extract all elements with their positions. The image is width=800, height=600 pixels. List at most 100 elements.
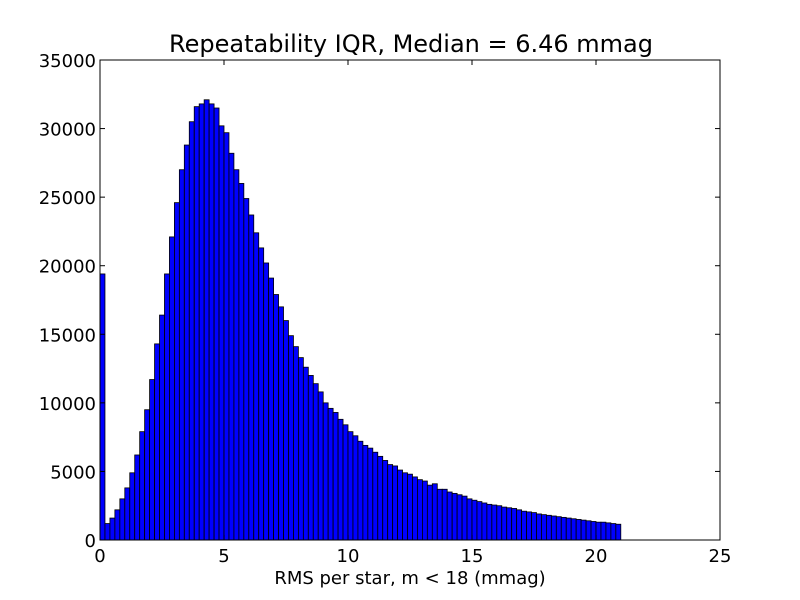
- histogram-bar: [570, 518, 577, 541]
- histogram-bar: [352, 435, 359, 541]
- histogram-bar: [526, 511, 532, 541]
- histogram-bar: [327, 407, 334, 541]
- histogram-bar: [590, 521, 597, 541]
- histogram-bar: [511, 508, 518, 541]
- histogram-bar: [531, 512, 537, 541]
- histogram-bar: [362, 444, 369, 541]
- histogram-bar: [218, 125, 225, 541]
- x-tick-label: 0: [94, 546, 105, 567]
- axis-ticks: 0 5 10 15 20 25 0 5000 10000 15000 20000 25000 30000…: [39, 51, 732, 567]
- histogram-bar: [322, 402, 329, 541]
- histogram-bar: [337, 418, 344, 541]
- histogram-bar: [486, 503, 493, 541]
- histogram-bar: [169, 236, 175, 541]
- histogram-bar: [273, 294, 279, 541]
- histogram-bar: [466, 498, 473, 541]
- histogram-bar: [550, 515, 557, 541]
- x-tick-label: 10: [337, 546, 360, 567]
- histogram-bar: [188, 121, 195, 541]
- histogram-bar: [476, 501, 483, 541]
- y-tick-label: 0: [85, 531, 96, 552]
- histogram-bar: [456, 494, 463, 541]
- histogram-bar: [183, 144, 190, 541]
- histogram-bar: [104, 523, 111, 541]
- histogram-bar: [203, 99, 210, 541]
- histogram-bar: [302, 366, 309, 541]
- histogram-bar: [109, 517, 116, 541]
- histogram-bar: [258, 247, 265, 541]
- histogram-bar: [193, 106, 200, 541]
- histogram-bar: [293, 346, 299, 541]
- histogram-bar: [615, 523, 622, 541]
- histogram-bar: [575, 519, 582, 541]
- histogram-bar: [481, 502, 488, 541]
- histogram-bar: [372, 451, 379, 541]
- histogram-bar: [367, 447, 374, 541]
- histogram-bar: [223, 132, 230, 541]
- x-tick-label: 5: [218, 546, 229, 567]
- histogram-bar: [243, 198, 250, 541]
- histogram-bar: [496, 505, 503, 541]
- histogram-bar: [213, 107, 220, 541]
- histogram-bar: [595, 521, 602, 541]
- histogram-bar: [119, 498, 126, 541]
- y-tick-label: 30000: [39, 120, 96, 141]
- histogram-bar: [521, 510, 527, 541]
- histogram-bar: [407, 473, 413, 541]
- histogram-bar: [233, 169, 240, 541]
- histogram-bar: [154, 343, 160, 541]
- histogram-bar: [446, 491, 453, 541]
- histogram-bar: [332, 412, 339, 541]
- histogram-bar: [297, 357, 304, 541]
- histogram-bar: [436, 488, 443, 541]
- x-axis-label: RMS per star, m < 18 (mmag): [274, 568, 545, 589]
- histogram-bar: [421, 480, 428, 541]
- histogram-bar: [565, 517, 572, 541]
- histogram-bar: [431, 483, 438, 541]
- histogram-bar: [560, 516, 567, 541]
- histogram-bar: [451, 492, 458, 541]
- histogram-bar: [263, 262, 270, 541]
- histogram-bar: [555, 516, 562, 541]
- x-tick-label: 20: [585, 546, 608, 567]
- histogram-bar: [144, 409, 150, 541]
- histogram-bar: [312, 383, 319, 541]
- histogram-bar: [412, 476, 418, 541]
- histogram-bar: [402, 472, 408, 541]
- histogram-bar: [114, 509, 121, 541]
- histogram-bar: [198, 103, 205, 541]
- histogram-bar: [283, 320, 289, 541]
- histogram-bar: [347, 431, 354, 541]
- histogram-bar: [99, 273, 106, 541]
- histogram-bar: [426, 484, 433, 541]
- x-tick-label: 15: [461, 546, 484, 567]
- histogram-bar: [253, 232, 260, 541]
- histogram-bar: [124, 487, 131, 541]
- histogram-bar: [357, 440, 364, 541]
- histogram-bar: [600, 521, 607, 541]
- histogram-bar: [610, 523, 617, 541]
- histogram-bar: [159, 314, 165, 541]
- y-tick-label: 5000: [50, 462, 96, 483]
- histogram-bar: [516, 509, 523, 541]
- y-tick-label: 20000: [39, 257, 96, 278]
- histogram-bar: [139, 431, 146, 541]
- chart-title: Repeatability IQR, Median = 6.46 mmag: [169, 30, 653, 58]
- histogram-bar: [491, 504, 498, 541]
- histogram-bar: [580, 519, 587, 541]
- histogram-bar: [238, 183, 245, 541]
- histogram-bar: [585, 520, 592, 541]
- histogram-bar: [501, 506, 508, 541]
- y-tick-label: 15000: [39, 325, 96, 346]
- histogram-bar: [134, 454, 141, 541]
- histogram-bar: [342, 424, 349, 541]
- histogram-bar: [149, 379, 155, 541]
- y-tick-label: 10000: [39, 394, 96, 415]
- histogram-bar: [178, 169, 185, 541]
- histogram-bar: [392, 465, 399, 541]
- histogram-bars: [99, 99, 622, 541]
- histogram-bar: [541, 514, 547, 541]
- y-tick-label: 25000: [39, 188, 96, 209]
- histogram-bar: [317, 391, 324, 541]
